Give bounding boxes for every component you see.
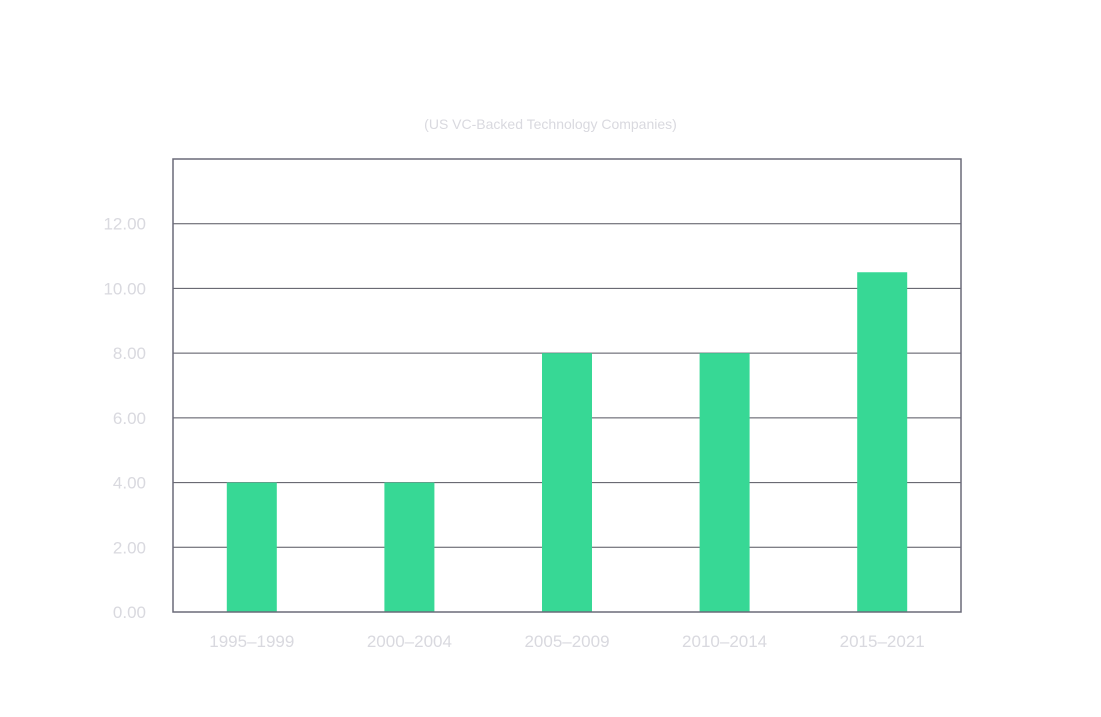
- bar-2: [542, 353, 592, 612]
- x-tick-label: 2015–2021: [840, 632, 925, 651]
- x-axis-ticks: 1995–1999 2000–2004 2005–2009 2010–2014 2015…: [209, 632, 924, 651]
- y-tick-label: 4.00: [113, 474, 146, 493]
- y-tick-label: 0.00: [113, 603, 146, 622]
- y-tick-label: 6.00: [113, 409, 146, 428]
- x-tick-label: 2000–2004: [367, 632, 452, 651]
- plot-frame: [172, 158, 962, 613]
- bar-0: [226, 482, 277, 612]
- bar-4: [857, 272, 908, 612]
- x-tick-label: 2010–2014: [682, 632, 767, 651]
- bar-3: [699, 353, 750, 612]
- y-axis-ticks: 0.00 2.00 4.00 6.00 8.00 10.00 12.00: [103, 215, 146, 622]
- bars: [226, 272, 908, 612]
- y-tick-label: 12.00: [103, 215, 146, 234]
- y-tick-label: 2.00: [113, 538, 146, 557]
- x-tick-label: 2005–2009: [524, 632, 609, 651]
- x-tick-label: 1995–1999: [209, 632, 294, 651]
- y-tick-label: 8.00: [113, 344, 146, 363]
- bar-1: [384, 482, 435, 612]
- chart-subtitle: (US VC-Backed Technology Companies): [424, 116, 677, 132]
- y-tick-label: 10.00: [103, 279, 146, 298]
